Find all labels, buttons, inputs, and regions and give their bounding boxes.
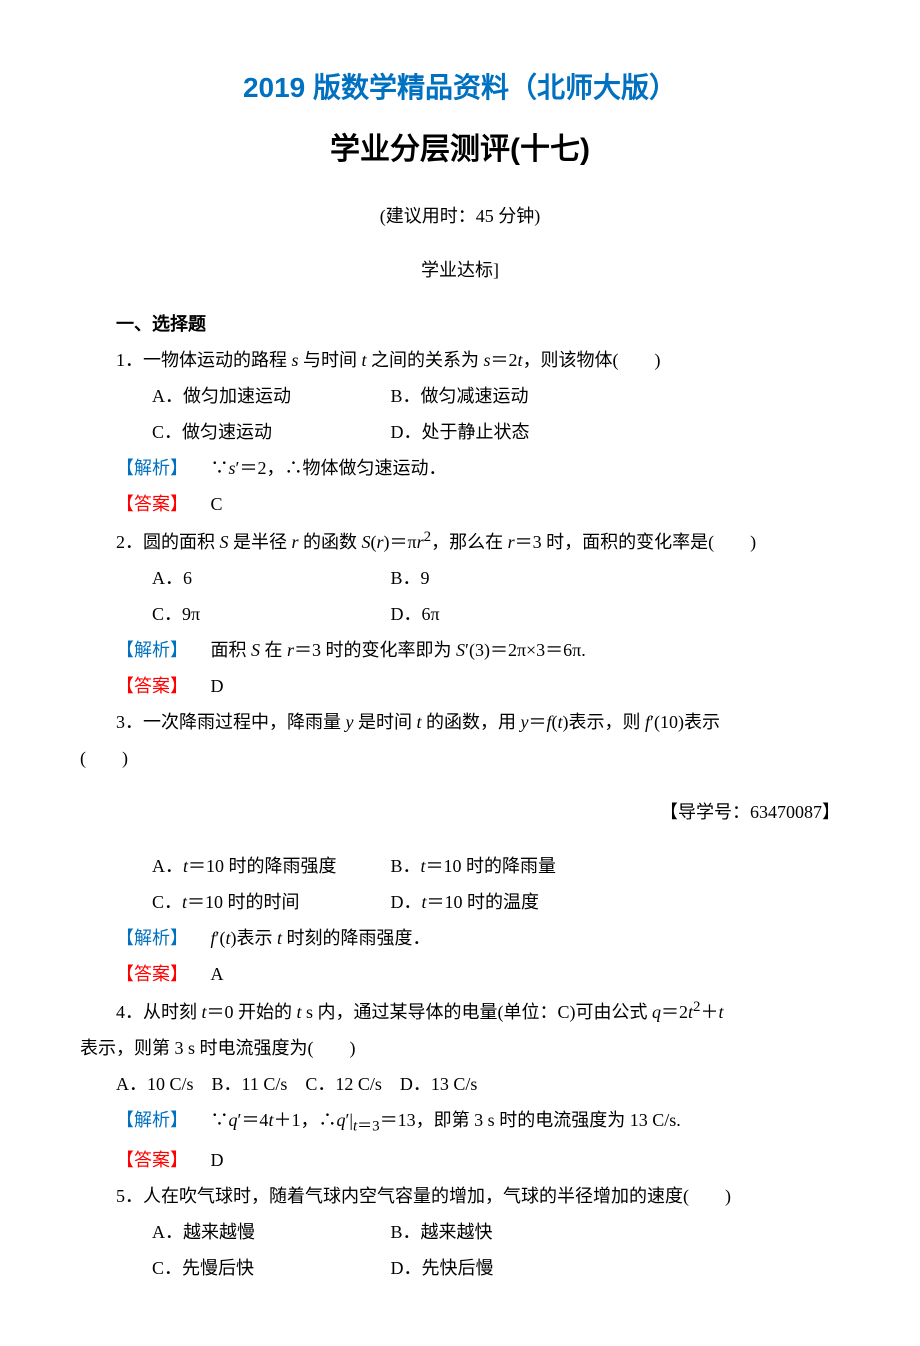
q2-optC: C．9π [116, 596, 350, 632]
q1-stem: 1．一物体运动的路程 s 与时间 t 之间的关系为 s＝2t，则该物体( ) [80, 342, 840, 378]
q3-optA: A．t＝10 时的降雨强度 [116, 848, 350, 884]
answer-label: 【答案】 [116, 494, 188, 514]
q2-optD: D．6π [355, 596, 440, 632]
q2-optA: A．6 [116, 560, 350, 596]
q4-options: A．10 C/s B．11 C/s C．12 C/s D．13 C/s [80, 1066, 840, 1102]
q3-answer-text: A [211, 964, 224, 984]
q5-options-row1: A．越来越慢 B．越来越快 [80, 1214, 840, 1250]
q3-optD: D．t＝10 时的温度 [355, 884, 540, 920]
q3-options-row1: A．t＝10 时的降雨强度 B．t＝10 时的降雨量 [80, 848, 840, 884]
q1-analysis: 【解析】 ∵s′＝2，∴物体做匀速运动． [80, 450, 840, 486]
q3-ref: 【导学号：63470087】 [80, 794, 840, 830]
q1-answer-text: C [211, 494, 223, 514]
q4-analysis: 【解析】 ∵q′＝4t＋1，∴q′|t＝3＝13，即第 3 s 时的电流强度为 … [80, 1102, 840, 1142]
q1-optA: A．做匀加速运动 [116, 378, 350, 414]
analysis-label: 【解析】 [116, 1110, 188, 1130]
q4-analysis-text: ∵q′＝4t＋1，∴q′|t＝3＝13，即第 3 s 时的电流强度为 13 C/… [211, 1110, 681, 1130]
q5-optD: D．先快后慢 [355, 1250, 494, 1286]
q3-stem-line2: ( ) [80, 740, 840, 776]
q2-options-row1: A．6 B．9 [80, 560, 840, 596]
q1-answer: 【答案】 C [80, 486, 840, 522]
q2-optB: B．9 [355, 560, 430, 596]
q5-optC: C．先慢后快 [116, 1250, 350, 1286]
edition-title: 2019 版数学精品资料（北师大版） [80, 60, 840, 116]
q5-stem: 5．人在吹气球时，随着气球内空气容量的增加，气球的半径增加的速度( ) [80, 1178, 840, 1214]
q2-answer: 【答案】 D [80, 668, 840, 704]
q3-analysis: 【解析】 f′(t)表示 t 时刻的降雨强度． [80, 920, 840, 956]
time-note: (建议用时：45 分钟) [80, 198, 840, 234]
q2-analysis-text: 面积 S 在 r＝3 时的变化率即为 S′(3)＝2π×3＝6π. [211, 640, 586, 660]
q1-optB: B．做匀减速运动 [355, 378, 529, 414]
analysis-label: 【解析】 [116, 640, 188, 660]
q3-options-row2: C．t＝10 时的时间 D．t＝10 时的温度 [80, 884, 840, 920]
answer-label: 【答案】 [116, 1150, 188, 1170]
section-tag: 学业达标] [80, 252, 840, 288]
q5-optA: A．越来越慢 [116, 1214, 350, 1250]
main-title: 学业分层测评(十七) [80, 120, 840, 180]
q3-answer: 【答案】 A [80, 956, 840, 992]
q1-options-row2: C．做匀速运动 D．处于静止状态 [80, 414, 840, 450]
q1-optD: D．处于静止状态 [355, 414, 530, 450]
q3-stem-line1: 3．一次降雨过程中，降雨量 y 是时间 t 的函数，用 y＝f(t)表示，则 f… [80, 704, 840, 740]
q5-options-row2: C．先慢后快 D．先快后慢 [80, 1250, 840, 1286]
q2-analysis: 【解析】 面积 S 在 r＝3 时的变化率即为 S′(3)＝2π×3＝6π. [80, 632, 840, 668]
q2-answer-text: D [211, 676, 224, 696]
q1-analysis-text: ∵s′＝2，∴物体做匀速运动． [211, 458, 447, 478]
q4-answer-text: D [211, 1150, 224, 1170]
analysis-label: 【解析】 [116, 458, 188, 478]
q2-stem: 2．圆的面积 S 是半径 r 的函数 S(r)＝πr2，那么在 r＝3 时，面积… [80, 522, 840, 560]
q5-optB: B．越来越快 [355, 1214, 493, 1250]
answer-label: 【答案】 [116, 964, 188, 984]
q1-optC: C．做匀速运动 [116, 414, 350, 450]
q3-analysis-text: f′(t)表示 t 时刻的降雨强度． [211, 928, 431, 948]
q3-optB: B．t＝10 时的降雨量 [355, 848, 557, 884]
analysis-label: 【解析】 [116, 928, 188, 948]
q2-options-row2: C．9π D．6π [80, 596, 840, 632]
q3-optC: C．t＝10 时的时间 [116, 884, 350, 920]
q4-stem-line1: 4．从时刻 t＝0 开始的 t s 内，通过某导体的电量(单位：C)可由公式 q… [80, 992, 840, 1030]
q1-options-row1: A．做匀加速运动 B．做匀减速运动 [80, 378, 840, 414]
q4-answer: 【答案】 D [80, 1142, 840, 1178]
answer-label: 【答案】 [116, 676, 188, 696]
section-heading: 一、选择题 [80, 306, 840, 342]
q4-stem-line2: 表示，则第 3 s 时电流强度为( ) [80, 1030, 840, 1066]
